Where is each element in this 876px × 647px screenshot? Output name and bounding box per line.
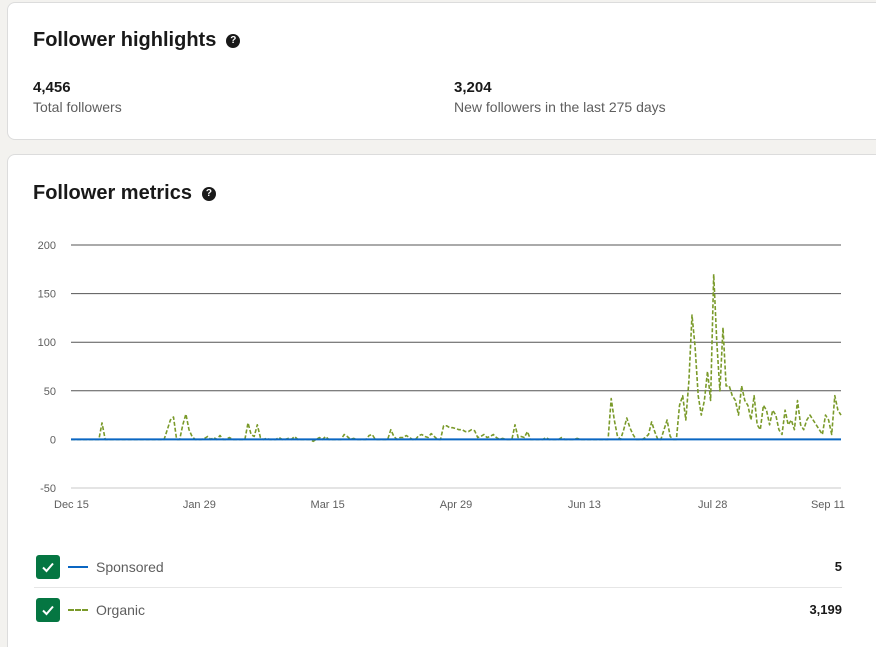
y-tick-label: 0 bbox=[50, 434, 56, 446]
question-circle-icon[interactable]: ? bbox=[226, 33, 241, 48]
x-tick-label: Sep 11 bbox=[811, 499, 845, 511]
follower-highlights-title-text: Follower highlights bbox=[33, 29, 217, 51]
question-circle-icon[interactable]: ? bbox=[201, 186, 216, 201]
y-tick-label: 50 bbox=[44, 386, 56, 398]
y-tick-label: -50 bbox=[40, 483, 56, 495]
x-tick-label: Mar 15 bbox=[311, 499, 345, 511]
x-tick-label: Apr 29 bbox=[440, 499, 472, 511]
new-followers-label: New followers in the last 275 days bbox=[454, 99, 666, 115]
organic-line-swatch bbox=[68, 609, 88, 611]
x-tick-label: Dec 15 bbox=[54, 499, 89, 511]
legend-row-organic[interactable]: Organic 3,199 bbox=[34, 591, 842, 631]
follower-metrics-title-text: Follower metrics bbox=[33, 182, 192, 204]
sponsored-checkbox[interactable] bbox=[36, 555, 60, 579]
new-followers-value: 3,204 bbox=[454, 79, 492, 96]
organic-legend-label: Organic bbox=[96, 602, 146, 618]
x-tick-label: Jun 13 bbox=[568, 499, 601, 511]
y-tick-label: 150 bbox=[38, 289, 56, 301]
follower-metrics-title: Follower metrics ? bbox=[33, 182, 216, 205]
check-icon bbox=[42, 562, 54, 573]
follower-highlights-card: Follower highlights ? 4,456 Total follow… bbox=[7, 2, 876, 140]
total-followers-value: 4,456 bbox=[33, 79, 71, 96]
follower-metrics-chart: 200 150 100 50 0 -50 Dec 15 Jan 29 Mar 15 Apr 29 J… bbox=[38, 240, 845, 511]
total-followers-label: Total followers bbox=[33, 99, 122, 115]
sponsored-legend-label: Sponsored bbox=[96, 559, 164, 575]
sponsored-line-swatch bbox=[68, 566, 88, 568]
sponsored-legend-value: 5 bbox=[834, 559, 842, 574]
y-tick-label: 100 bbox=[38, 337, 56, 349]
organic-legend-value: 3,199 bbox=[809, 602, 842, 617]
follower-metrics-card: Follower metrics ? 200 150 100 50 0 -50 Dec 15… bbox=[7, 154, 876, 647]
follower-highlights-title: Follower highlights ? bbox=[33, 29, 241, 52]
x-tick-label: Jan 29 bbox=[183, 499, 216, 511]
check-icon bbox=[42, 605, 54, 616]
y-tick-label: 200 bbox=[38, 240, 56, 252]
x-tick-label: Jul 28 bbox=[698, 499, 727, 511]
organic-checkbox[interactable] bbox=[36, 598, 60, 622]
organic-series-line bbox=[71, 273, 842, 443]
legend-row-sponsored[interactable]: Sponsored 5 bbox=[34, 548, 842, 588]
